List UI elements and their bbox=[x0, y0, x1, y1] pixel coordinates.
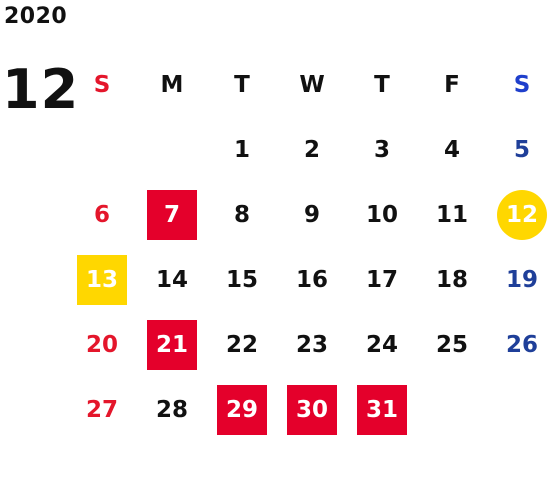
day-cell: 18 bbox=[435, 266, 468, 293]
day-cell: 11 bbox=[435, 201, 468, 228]
day-number: 30 bbox=[287, 384, 337, 435]
day-cell: 28 bbox=[155, 396, 188, 423]
day-cell: 20 bbox=[85, 331, 118, 358]
day-cell: 1 bbox=[233, 136, 250, 163]
weekday-header-tue: T bbox=[234, 71, 250, 98]
day-cell: 3 bbox=[373, 136, 390, 163]
weekday-header-sat: S bbox=[513, 71, 531, 98]
weekday-header-thu: T bbox=[374, 71, 390, 98]
day-cell: 24 bbox=[365, 331, 398, 358]
day-number: 13 bbox=[77, 254, 127, 305]
day-cell-highlighted: 21 bbox=[137, 312, 207, 377]
day-cell: 16 bbox=[295, 266, 328, 293]
day-cell: 8 bbox=[233, 201, 250, 228]
weekday-header-wed: W bbox=[299, 71, 325, 98]
day-cell: 5 bbox=[513, 136, 530, 163]
weekday-header-fri: F bbox=[444, 71, 460, 98]
day-cell: 22 bbox=[225, 331, 258, 358]
month-label: 12 bbox=[2, 58, 80, 121]
weekday-header-mon: M bbox=[160, 71, 184, 98]
day-number: 21 bbox=[147, 319, 197, 370]
day-cell: 15 bbox=[225, 266, 258, 293]
day-cell: 2 bbox=[303, 136, 320, 163]
day-cell: 14 bbox=[155, 266, 188, 293]
year-label: 2020 bbox=[4, 4, 68, 29]
calendar-grid: S M T W T F S 1 2 3 4 5 6 7 8 9 10 11 12… bbox=[67, 52, 548, 442]
day-cell-empty bbox=[487, 377, 548, 442]
day-number: 31 bbox=[357, 384, 407, 435]
day-cell: 23 bbox=[295, 331, 328, 358]
weekday-header-sun: S bbox=[93, 71, 111, 98]
day-cell: 19 bbox=[505, 266, 538, 293]
day-cell: 17 bbox=[365, 266, 398, 293]
day-cell: 4 bbox=[443, 136, 460, 163]
day-cell-empty bbox=[67, 117, 137, 182]
day-cell-highlighted: 7 bbox=[137, 182, 207, 247]
day-cell: 25 bbox=[435, 331, 468, 358]
day-cell-highlighted: 31 bbox=[347, 377, 417, 442]
day-cell: 26 bbox=[505, 331, 538, 358]
day-cell-highlighted: 12 bbox=[487, 182, 548, 247]
day-number: 29 bbox=[217, 384, 267, 435]
day-cell: 9 bbox=[303, 201, 320, 228]
day-cell-highlighted: 30 bbox=[277, 377, 347, 442]
day-cell: 6 bbox=[93, 201, 110, 228]
day-cell-empty bbox=[417, 377, 487, 442]
day-cell: 27 bbox=[85, 396, 118, 423]
day-number: 12 bbox=[497, 189, 547, 240]
day-cell: 10 bbox=[365, 201, 398, 228]
day-cell-highlighted: 13 bbox=[67, 247, 137, 312]
day-cell-empty bbox=[137, 117, 207, 182]
day-number: 7 bbox=[147, 189, 197, 240]
day-cell-highlighted: 29 bbox=[207, 377, 277, 442]
